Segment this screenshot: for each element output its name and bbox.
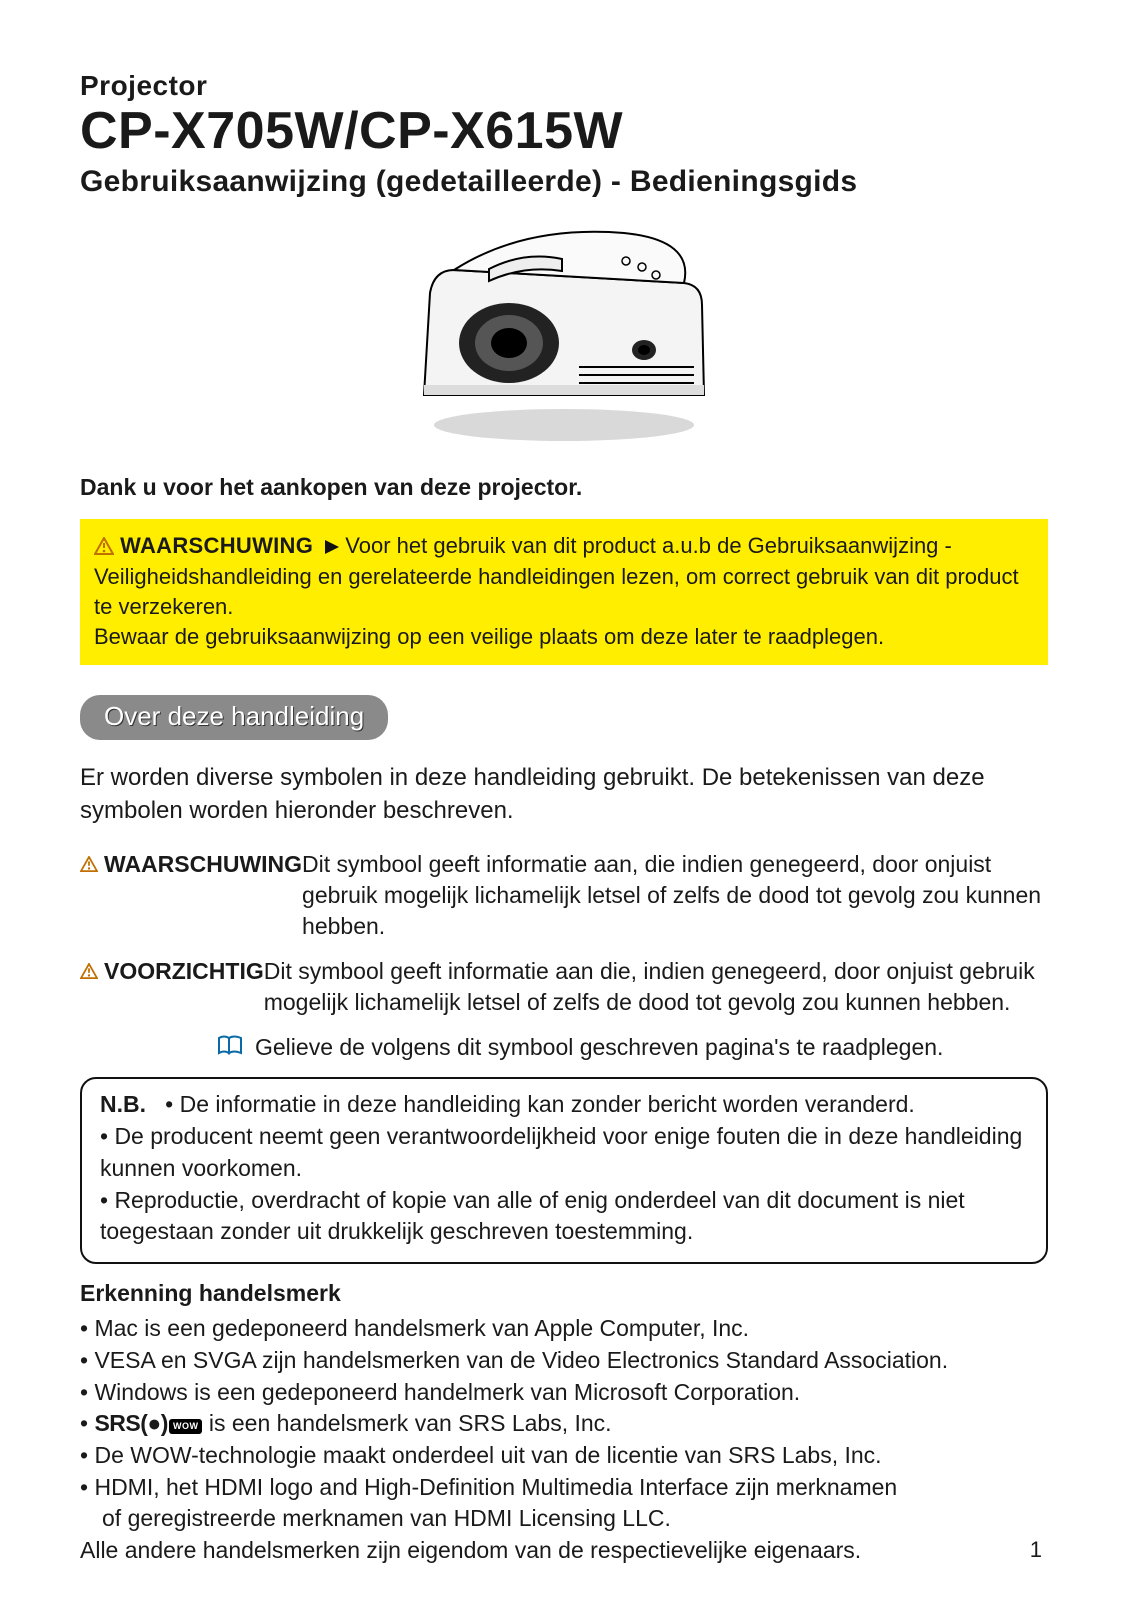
def-row-waarschuwing: WAARSCHUWING Dit symbool geeft informati… [80, 849, 1048, 942]
page-number: 1 [1030, 1537, 1042, 1563]
def-text: Dit symbool geeft informatie aan die, in… [264, 956, 1048, 1018]
trademark-footer: Alle andere handelsmerken zijn eigendom … [80, 1535, 1048, 1567]
nb-bullet-2: • De producent neemt geen verantwoordeli… [100, 1123, 1022, 1181]
tm-item-continuation: of geregistreerde merknamen van HDMI Lic… [80, 1503, 1048, 1535]
tm-item: HDMI, het HDMI logo and High-Definition … [80, 1472, 1048, 1504]
tm-item: De WOW-technologie maakt onderdeel uit v… [80, 1440, 1048, 1472]
tm-item: Mac is een gedeponeerd handelsmerk van A… [80, 1313, 1048, 1345]
projector-illustration [394, 215, 734, 450]
srs-logo-bottom: WOW [169, 1419, 203, 1433]
warning-triangle-icon [80, 849, 98, 880]
warning-text-line3: Bewaar de gebruiksaanwijzing op een veil… [94, 624, 884, 649]
nb-bullet-3: • Reproductie, overdracht of kopie van a… [100, 1187, 965, 1245]
subtitle: Gebruiksaanwijzing (gedetailleerde) - Be… [80, 165, 1048, 199]
tm-item: VESA en SVGA zijn handelsmerken van de V… [80, 1345, 1048, 1377]
def-row-voorzichtig: VOORZICHTIG Dit symbool geeft informatie… [80, 956, 1048, 1018]
def-text: Dit symbool geeft informatie aan, die in… [302, 849, 1048, 942]
warning-triangle-icon [94, 533, 114, 563]
trademark-list: Mac is een gedeponeerd handelsmerk van A… [80, 1313, 1048, 1535]
def-row-book: Gelieve de volgens dit symbool geschreve… [80, 1032, 1048, 1063]
overline: Projector [80, 70, 1048, 102]
def-label: VOORZICHTIG [104, 956, 264, 987]
warning-callout: WAARSCHUWING Voor het gebruik van dit pr… [80, 519, 1048, 666]
trademark-heading: Erkenning handelsmerk [80, 1280, 1048, 1307]
manual-page: Projector CP-X705W/CP-X615W Gebruiksaanw… [0, 0, 1128, 1607]
thank-you-line: Dank u voor het aankopen van deze projec… [80, 474, 1048, 501]
srs-suffix: is een handelsmerk van SRS Labs, Inc. [202, 1410, 611, 1436]
section-heading-pill: Over deze handleiding [80, 695, 388, 740]
nb-note-box: N.B. • De informatie in deze handleiding… [80, 1077, 1048, 1264]
model-title: CP-X705W/CP-X615W [80, 104, 1048, 159]
nb-label: N.B. [100, 1091, 146, 1117]
tm-item: Windows is een gedeponeerd handelmerk va… [80, 1377, 1048, 1409]
tm-item-srs: SRS(●)WOW is een handelsmerk van SRS Lab… [80, 1408, 1048, 1440]
symbol-definitions: WAARSCHUWING Dit symbool geeft informati… [80, 849, 1048, 1063]
nb-bullet-1: • De informatie in deze handleiding kan … [165, 1091, 915, 1117]
hero-illustration-wrap [80, 215, 1048, 450]
def-label: WAARSCHUWING [104, 849, 302, 880]
book-icon [217, 1032, 243, 1063]
intro-paragraph: Er worden diverse symbolen in deze handl… [80, 762, 1048, 827]
warning-label: WAARSCHUWING [120, 533, 313, 558]
srs-logo-top: SRS(●) [94, 1410, 168, 1436]
warning-triangle-icon [80, 956, 98, 987]
arrow-right-icon [325, 532, 341, 562]
def-text: Gelieve de volgens dit symbool geschreve… [255, 1032, 1048, 1063]
